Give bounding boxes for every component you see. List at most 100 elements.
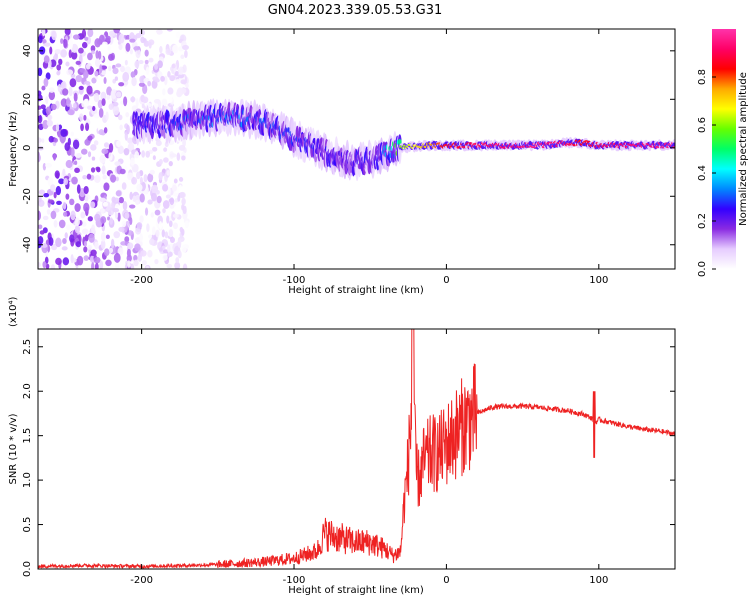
spectrogram-noise-cell	[105, 234, 110, 240]
spectrogram-plot-area	[38, 29, 675, 269]
spectrogram-noise-cell	[117, 145, 124, 155]
spectrogram-noise-cell	[167, 186, 171, 197]
spectrogram-noise-cell	[174, 70, 179, 77]
spectrogram-x-ticks: -200 -100 0 100	[130, 29, 608, 286]
spectrogram-noise-cell	[62, 201, 67, 210]
spectrogram-noise-cell	[123, 96, 128, 107]
spectrogram-noise-cell	[113, 231, 121, 239]
spectrogram-noise-cell	[175, 31, 181, 38]
spectrogram-noise-cell	[159, 35, 164, 43]
spectrogram-noise-cell	[149, 169, 155, 175]
spectrogram-noise-cell	[38, 210, 42, 221]
spectrogram-noise-cell	[87, 29, 94, 38]
spectrogram-noise-cell	[103, 127, 108, 134]
spectrogram-noise-cell	[157, 60, 163, 69]
spectrogram-noise-cell	[94, 38, 101, 48]
spectrogram-noise-cell	[85, 63, 91, 70]
spectrogram-noise-cell	[83, 246, 88, 253]
spectrogram-noise-cell	[94, 175, 101, 184]
spectrogram-noise-cell	[154, 78, 160, 83]
spectrogram-noise-cell	[119, 168, 126, 175]
spectrogram-noise-cell	[81, 148, 88, 155]
snr-y-label: SNR (10 * v/v)	[8, 413, 19, 484]
spectrogram-noise-cell	[182, 44, 189, 51]
spectrogram-noise-cell	[109, 247, 114, 253]
spectrogram-noise-cell	[153, 102, 159, 109]
spectrogram-noise-cell	[90, 249, 97, 257]
spectrogram-noise-cell	[81, 221, 87, 227]
spectrogram-noise-cell	[163, 147, 168, 152]
spectrogram-noise-cell	[117, 114, 123, 121]
spectrogram-noise-cell	[54, 49, 62, 55]
spectrogram-noise-cell	[155, 29, 163, 35]
spectrogram-noise-cell	[100, 231, 106, 242]
spectrogram-noise-cell	[39, 230, 45, 235]
spectrogram-noise-cell	[86, 245, 93, 250]
spectrogram-noise-cell	[43, 193, 50, 198]
spectrogram-noise-cell	[90, 144, 97, 151]
spectrogram-noise-cell	[99, 260, 104, 269]
spectrogram-noise-cell	[134, 151, 140, 159]
spectrogram-noise-cell	[152, 146, 158, 152]
spectrogram-noise-cell	[158, 158, 163, 165]
spectrogram-noise-cell	[68, 49, 72, 59]
spectrogram-noise-cell	[78, 85, 84, 90]
spectrogram-noise-cell	[172, 213, 179, 218]
spectrogram-noise-cell	[42, 261, 47, 269]
spectrogram-noise-cell	[87, 151, 92, 158]
spectrogram-noise-cell	[70, 131, 74, 137]
spectrogram-noise-cell	[102, 201, 108, 207]
spectrogram-noise-cell	[136, 171, 141, 180]
spectrogram-noise-cell	[130, 263, 135, 269]
spectrogram-x-tick-label: -100	[283, 275, 306, 286]
spectrogram-noise-cell	[144, 59, 149, 65]
snr-x-tick-label: -200	[130, 575, 153, 586]
snr-y-tick-label: 1.5	[22, 428, 33, 444]
spectrogram-noise-cell	[103, 182, 110, 191]
spectrogram-noise-cell	[148, 57, 154, 63]
colorbar-gradient	[712, 29, 736, 269]
spectrogram-noise-cell	[166, 215, 170, 224]
spectrogram-noise-cell	[94, 241, 99, 250]
spectrogram-noise-cell	[116, 140, 122, 148]
spectrogram-noise-cell	[55, 237, 62, 248]
spectrogram-noise-cell	[67, 109, 75, 116]
spectrogram-noise-cell	[43, 42, 51, 47]
spectrogram-noise-cell	[115, 63, 122, 68]
spectrogram-noise-cell	[45, 162, 52, 168]
spectrogram-noise-cell	[74, 167, 80, 174]
spectrogram-noise-cell	[83, 70, 89, 79]
spectrogram-x-tick-label: -200	[130, 275, 153, 286]
colorbar-ticks: 0.0 0.2 0.4 0.6 0.8	[697, 69, 716, 277]
spectrogram-noise-cell	[90, 167, 96, 173]
spectrogram-noise-cell	[52, 153, 57, 161]
spectrogram-noise-cell	[74, 203, 81, 212]
spectrogram-noise-cell	[108, 151, 113, 161]
spectrogram-noise-cell	[60, 49, 68, 58]
spectrogram-noise-cell	[83, 84, 88, 91]
spectrogram-noise-cell	[102, 41, 108, 46]
spectrogram-noise-cell	[98, 129, 105, 136]
spectrogram-noise-cell	[83, 255, 89, 261]
spectrogram-noise-cell	[140, 250, 147, 257]
spectrogram-noise-cell	[136, 222, 143, 230]
spectrogram-noise-cell	[45, 96, 49, 105]
spectrogram-noise-cell	[118, 226, 125, 232]
spectrogram-noise-cell	[38, 152, 41, 162]
spectrogram-noise-cell	[63, 38, 68, 48]
spectrogram-noise-cell	[55, 123, 60, 132]
spectrogram-noise-cell	[124, 236, 130, 243]
spectrogram-noise-cell	[174, 79, 181, 85]
spectrogram-ridge-cell	[672, 142, 675, 148]
snr-y-ticks: 0.0 0.5 1.0 1.5 2.0 2.5	[22, 339, 675, 577]
spectrogram-noise-cell	[169, 203, 175, 209]
spectrogram-noise-cell	[86, 173, 92, 180]
spectrogram-noise-cell	[120, 65, 125, 73]
spectrogram-noise-cell	[119, 124, 123, 131]
spectrogram-noise-cell	[179, 191, 186, 199]
spectrogram-noise-cell	[127, 137, 134, 144]
spectrogram-noise-cell	[94, 262, 99, 269]
spectrogram-noise-cell	[184, 50, 188, 59]
spectrogram-noise-cell	[73, 160, 78, 166]
